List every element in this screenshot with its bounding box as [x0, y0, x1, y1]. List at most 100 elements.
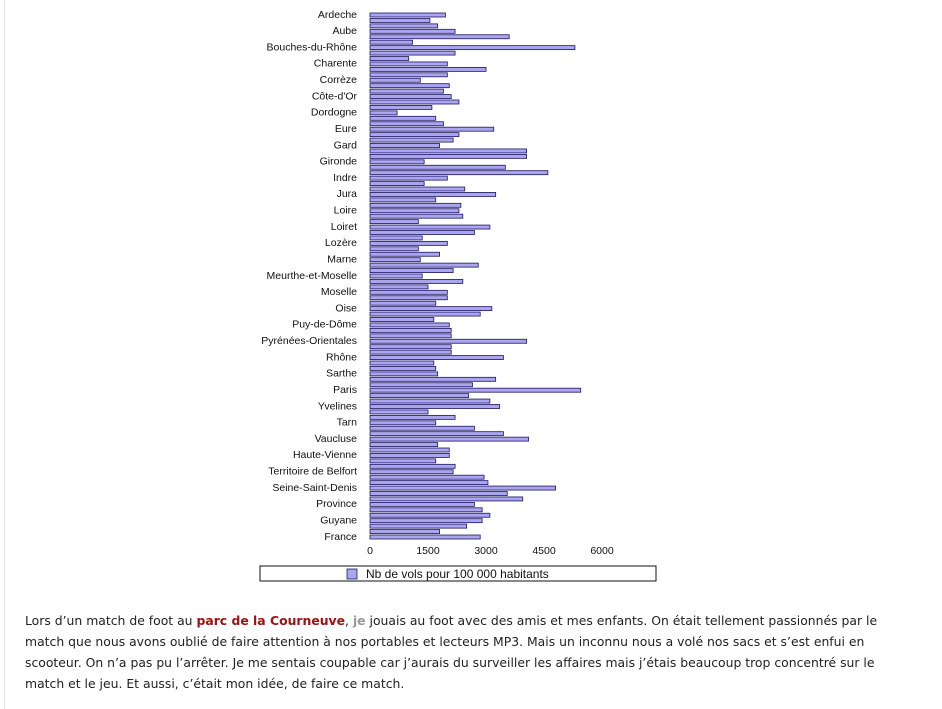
- y-tick-label: Jura: [337, 188, 358, 200]
- bar: [369, 202, 462, 208]
- x-tick-label: 0: [367, 545, 373, 557]
- story-paragraph: Lors d’un match de foot au parc de la Co…: [25, 610, 895, 694]
- bar: [369, 349, 452, 355]
- y-tick-label: Seine-Saint-Denis: [272, 482, 357, 494]
- bar: [369, 387, 582, 393]
- bar: [369, 398, 491, 404]
- y-tick-label: Haute-Vienne: [293, 449, 357, 461]
- highlight: je: [352, 613, 366, 628]
- bar: [369, 295, 448, 301]
- bar: [369, 88, 444, 94]
- y-tick-label: Paris: [333, 384, 357, 396]
- bar: [369, 333, 452, 339]
- bar: [369, 469, 454, 475]
- bar: [369, 501, 475, 507]
- text: ,: [345, 613, 353, 628]
- y-tick-label: Charente: [314, 58, 357, 70]
- y-tick-label: Bouches-du-Rhône: [267, 41, 358, 53]
- y-tick-label: Côte-d'Or: [312, 90, 358, 102]
- bar: [369, 529, 440, 534]
- bar: [369, 491, 508, 496]
- bar: [369, 523, 468, 529]
- bar: [369, 279, 464, 284]
- bar: [369, 208, 460, 214]
- bar: [369, 442, 439, 447]
- bar: [369, 355, 504, 360]
- bar: [369, 45, 576, 51]
- y-tick-label: Pyrénées-Orientales: [261, 335, 357, 347]
- bar: [369, 66, 487, 72]
- bar: [369, 404, 500, 409]
- bar: [369, 61, 448, 67]
- y-tick-label: Province: [316, 498, 357, 510]
- bar: [369, 105, 433, 110]
- y-tick-label: Dordogne: [311, 107, 357, 119]
- bar: [369, 376, 497, 382]
- bar: [369, 121, 444, 127]
- bar: [369, 39, 413, 45]
- bar: [369, 317, 435, 322]
- y-tick-label: Vaucluse: [315, 433, 358, 445]
- bar: [369, 409, 429, 415]
- bar: [369, 192, 497, 197]
- bar: [369, 159, 425, 165]
- bar: [369, 338, 528, 344]
- bar: [369, 83, 450, 89]
- y-tick-label: Eure: [335, 123, 357, 135]
- bar: [369, 447, 450, 453]
- y-tick-label: Rhône: [326, 351, 357, 363]
- bar: [369, 360, 435, 366]
- bar: [369, 34, 510, 40]
- bar: [369, 148, 528, 154]
- y-tick-label: Loire: [334, 205, 358, 217]
- bar: [369, 219, 419, 225]
- bar: [369, 436, 529, 442]
- bar: [369, 507, 483, 513]
- bar: [369, 485, 557, 491]
- y-tick-label: Oise: [335, 302, 357, 314]
- bar: [369, 327, 452, 333]
- bar: [369, 213, 464, 219]
- bar: [369, 164, 506, 170]
- y-tick-label: Tarn: [337, 417, 358, 429]
- bar: [369, 23, 439, 29]
- bar: [369, 311, 481, 317]
- bar: [369, 268, 454, 273]
- y-tick-label: Aube: [332, 25, 357, 37]
- y-tick-label: Ardeche: [318, 9, 357, 21]
- text: jouais au foot avec des amis et mes enfa…: [25, 613, 878, 691]
- legend-swatch: [346, 568, 358, 580]
- bar: [369, 273, 423, 279]
- bar: [369, 224, 491, 230]
- bar: [369, 414, 456, 420]
- bar: [369, 480, 489, 486]
- link[interactable]: parc de la Courneuve: [196, 613, 346, 628]
- bar: [369, 474, 485, 480]
- bar: [369, 50, 456, 56]
- bar: [369, 496, 524, 502]
- bar: [369, 289, 448, 295]
- y-tick-label: Lozère: [325, 237, 357, 249]
- x-tick-label: 4500: [532, 545, 556, 557]
- bar: [369, 306, 493, 312]
- y-tick-label: Gard: [334, 139, 358, 151]
- bar: [369, 431, 504, 437]
- bar: [369, 56, 410, 61]
- bar: [369, 463, 456, 469]
- bar: [369, 420, 437, 426]
- bar: [369, 175, 448, 181]
- bar: [369, 251, 440, 257]
- bar: [369, 110, 398, 116]
- bar: [369, 99, 460, 105]
- bar: [369, 512, 491, 518]
- bar: [369, 453, 450, 458]
- bar: [369, 300, 437, 306]
- bar: [369, 94, 452, 99]
- y-tick-label: Meurthe-et-Moselle: [267, 270, 358, 282]
- bar: [369, 28, 456, 34]
- legend-box: [259, 565, 657, 582]
- y-tick-label: Sarthe: [326, 368, 357, 380]
- bar: [369, 371, 439, 377]
- bar: [369, 393, 469, 399]
